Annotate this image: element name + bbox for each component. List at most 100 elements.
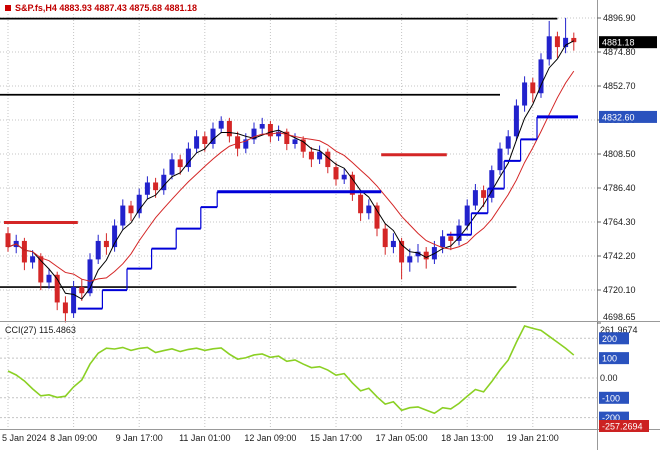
candle-body [292,139,298,144]
candle-body [103,240,109,248]
candle-body [448,236,454,241]
candle-body [284,131,290,144]
candle-body [185,148,191,168]
candlesticks [5,17,577,323]
symbol-marker-icon [5,5,11,11]
svg-text:100: 100 [602,354,617,364]
candle-body [235,136,241,149]
candle-body [390,240,396,248]
candle-body [120,205,126,226]
price-tick-label: 4808.50 [603,149,636,159]
time-axis[interactable]: 5 Jan 2024 8 Jan 09:00 9 Jan 17:00 11 Jan 0… [2,433,559,443]
time-tick-label: 15 Jan 17:00 [310,433,362,443]
candle-body [79,287,85,294]
svg-text:-200: -200 [602,413,620,423]
candle-body [472,190,478,206]
candle-body [399,240,405,263]
axis-value-box [599,352,629,365]
candle-body [5,233,11,248]
candle-body [144,182,150,195]
candle-body [259,124,265,129]
candle-body [21,240,27,263]
candle-body [87,259,93,294]
ma-slow-line [7,70,575,282]
candle-body [194,136,200,149]
candle-body [464,205,470,226]
time-tick-label: 5 Jan 2024 [2,433,47,443]
price-tick-label: 4764.30 [603,217,636,227]
candle-body [382,228,388,248]
indicator-axis[interactable]: 261.9674 0.00 200 100 -100 -200-257.2694 [599,325,649,432]
price-axis[interactable]: 4896.904874.804852.704830.604808.504786.… [597,13,657,324]
price-tick-label: 4874.80 [603,47,636,57]
candle-body [341,174,347,180]
cci-zero-label: 0.00 [600,373,618,383]
axis-value-box [599,420,649,432]
cci-indicator-label: CCI(27) 115.4863 [5,325,76,335]
candle-body [243,139,249,149]
svg-text:4881.18: 4881.18 [602,38,635,48]
candle-body [71,287,77,314]
candle-body [358,194,364,214]
axis-value-box [599,391,629,404]
cci-line [7,325,575,415]
trend-step-line-blue [77,115,578,310]
time-tick-label: 8 Jan 09:00 [50,433,97,443]
candle-body [46,274,52,283]
candle-body [300,139,306,152]
svg-text:4832.60: 4832.60 [602,112,635,122]
candle-body [202,136,208,144]
candle-body [153,182,159,191]
candle-body [481,190,487,198]
candle-body [267,124,273,137]
candle-body [38,256,44,283]
candle-body [366,205,372,214]
axis-value-box [599,36,657,49]
candle-body [333,167,339,180]
candle-body [317,151,323,160]
candle-body [554,36,560,48]
candle-body [538,59,544,94]
candle-body [177,159,183,168]
candle-body [308,151,314,160]
ohlc-header: S&P.fs,H4 4883.93 4887.43 4875.68 4881.1… [5,3,197,13]
price-tick-label: 4786.40 [603,183,636,193]
candle-body [374,205,380,229]
price-tick-label: 4852.70 [603,81,636,91]
price-tick-label: 4742.20 [603,251,636,261]
candle-body [226,120,232,137]
axis-value-box [599,332,629,345]
svg-text:-100: -100 [602,393,620,403]
candle-body [415,251,421,257]
grid-lines [0,14,597,429]
candle-body [251,128,257,140]
candle-body [325,151,331,168]
candle-body [571,37,577,43]
candle-body [30,256,36,263]
candle-body [530,82,536,94]
candle-body [54,274,60,303]
ma-fast-line [7,40,575,300]
candle-body [546,36,552,60]
horizontal-level-lines[interactable] [0,17,558,288]
time-tick-label: 19 Jan 21:00 [507,433,559,443]
candle-body [497,148,503,171]
candle-body [423,251,429,260]
candle-body [349,174,355,195]
candle-body [276,131,282,137]
candle-body [513,105,519,137]
price-tick-label: 4720.10 [603,285,636,295]
svg-text:-257.2694: -257.2694 [602,422,643,432]
time-tick-label: 11 Jan 01:00 [179,433,230,443]
candle-body [563,37,569,48]
candle-body [62,302,68,314]
trend-step-line-red [4,153,447,224]
symbol-ohlc-text: S&P.fs,H4 4883.93 4887.43 4875.68 4881.1… [15,3,197,13]
candle-body [95,240,101,260]
time-tick-label: 9 Jan 17:00 [116,433,163,443]
svg-text:200: 200 [602,334,617,344]
candle-body [440,236,446,248]
candle-body [136,194,142,214]
